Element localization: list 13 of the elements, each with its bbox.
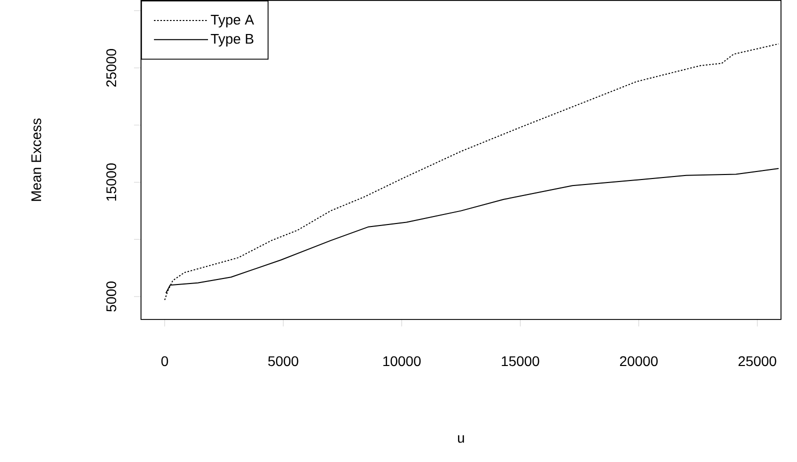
x-tick-label: 5000 (268, 356, 298, 366)
x-tick-label: 25000 (738, 356, 776, 366)
x-axis-title: u (458, 435, 464, 443)
y-axis-title: Mean Excess (31, 118, 42, 201)
x-tick-label: 0 (161, 356, 168, 366)
x-tick-label: 15000 (502, 356, 540, 366)
y-tick-label: 25000 (106, 48, 116, 86)
legend-label: Type B (210, 34, 254, 46)
legend-label: Type A (210, 14, 254, 28)
x-tick-label: 20000 (620, 356, 658, 366)
x-tick-label: 10000 (383, 356, 421, 366)
y-tick-label: 5000 (106, 281, 116, 312)
y-tick-label: 15000 (106, 163, 116, 200)
